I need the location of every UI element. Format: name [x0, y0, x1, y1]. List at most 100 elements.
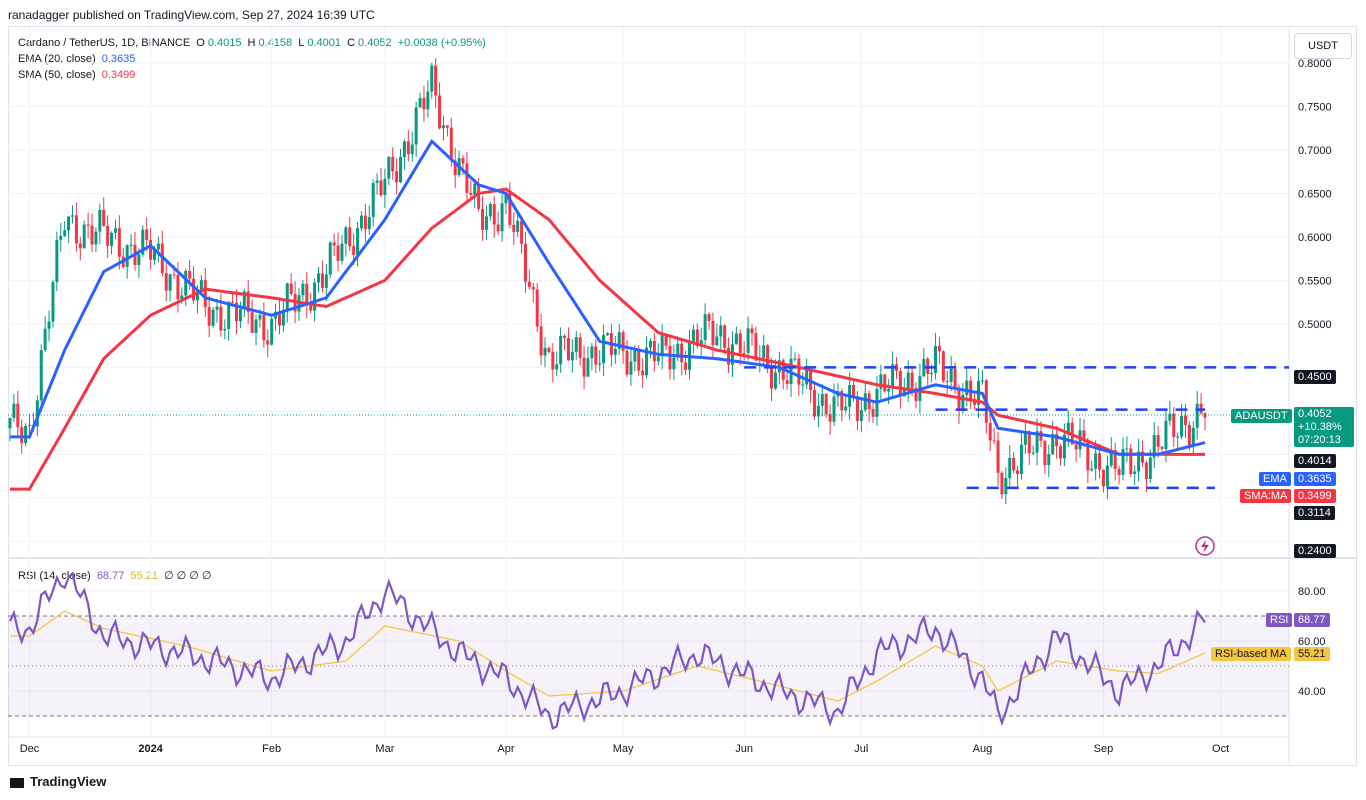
level-tag-0311: 0.3114 — [1294, 506, 1335, 520]
candle — [820, 383, 824, 417]
candle — [707, 312, 711, 331]
candle-body — [242, 291, 246, 309]
candle-body — [656, 356, 660, 362]
candle — [980, 369, 984, 385]
candle-body — [106, 225, 110, 246]
candle-body — [652, 341, 656, 362]
candle-body — [523, 243, 527, 282]
close-value: 0.4052 — [358, 37, 392, 49]
candle — [527, 269, 531, 290]
candle — [547, 346, 551, 354]
rsi-axis-tick: 80.00 — [1298, 586, 1326, 598]
candle — [223, 319, 227, 340]
time-axis-tick: Sep — [1094, 743, 1114, 755]
candle — [297, 288, 301, 321]
ema-legend[interactable]: EMA (20, close) 0.3635 — [18, 53, 138, 65]
candle — [801, 372, 805, 395]
symbol-price-tag: ADAUSDT — [1231, 409, 1292, 423]
candle — [82, 220, 86, 249]
candle-body — [719, 325, 723, 337]
rsi-legend[interactable]: RSI (14, close) 68.77 55.21 ∅ ∅ ∅ ∅ — [18, 569, 215, 582]
candle — [215, 299, 219, 323]
candle — [86, 212, 90, 239]
candle-body — [812, 389, 816, 417]
candle-body — [39, 349, 43, 401]
candle-body — [516, 220, 520, 232]
candle-body — [356, 228, 360, 255]
candle — [110, 231, 114, 255]
candle — [824, 393, 828, 418]
price-axis-tick: 0.6000 — [1298, 232, 1332, 244]
candle — [648, 338, 652, 359]
candle-body — [691, 329, 695, 342]
candle-body — [606, 332, 609, 335]
chart-frame — [8, 26, 1357, 766]
candle-body — [504, 192, 508, 204]
candle — [340, 235, 344, 265]
candle-body — [289, 283, 293, 295]
candle-body — [35, 400, 39, 427]
candle — [1101, 469, 1105, 493]
candle-body — [1156, 435, 1160, 447]
candle-body — [211, 309, 215, 326]
candle-body — [414, 107, 418, 145]
candle-body — [1074, 444, 1078, 450]
candle-body — [1000, 472, 1004, 495]
candle-body — [734, 333, 738, 345]
tradingview-logo[interactable]: TradingView — [10, 774, 106, 789]
candle-body — [641, 370, 645, 376]
candle-body — [996, 440, 1000, 473]
rsi-legend-value: 68.77 — [96, 570, 125, 582]
candle-body — [110, 232, 114, 246]
candle-body — [277, 311, 281, 326]
candle — [566, 327, 570, 361]
symbol-title[interactable]: Cardano / TetherUS, 1D, BINANCE — [18, 37, 191, 49]
candle-body — [539, 326, 543, 356]
candle — [723, 324, 727, 355]
candle — [1059, 443, 1063, 466]
price-axis-tick: 0.6500 — [1298, 188, 1332, 200]
candle — [742, 341, 746, 361]
candle-body — [746, 328, 750, 353]
candle-body — [824, 393, 828, 414]
candle-body — [578, 337, 582, 358]
candle-body — [1031, 452, 1035, 454]
candle-body — [172, 274, 176, 276]
candle — [1133, 465, 1137, 486]
candle — [1023, 421, 1027, 455]
candle-body — [707, 314, 711, 321]
candle-body — [387, 156, 391, 179]
candle-body — [648, 341, 652, 348]
candle — [703, 303, 707, 347]
candle-body — [559, 335, 563, 365]
candle-body — [207, 307, 211, 326]
candle — [543, 337, 547, 368]
candle — [1031, 445, 1035, 456]
candle — [387, 156, 391, 186]
candle — [606, 332, 609, 337]
rsi-ma-axis-label: RSI-based MA — [1211, 647, 1291, 661]
candle — [356, 221, 360, 267]
brand-name: TradingView — [30, 774, 107, 789]
candle-body — [645, 347, 649, 376]
candle — [1199, 393, 1203, 415]
candle-body — [941, 351, 945, 382]
candle — [531, 282, 535, 303]
time-axis-tick: Jul — [854, 743, 868, 755]
candle-body — [570, 352, 574, 361]
candle-body — [156, 243, 160, 250]
candle — [418, 92, 422, 108]
candle-body — [1043, 440, 1047, 466]
candle-body — [563, 335, 567, 339]
candle — [688, 329, 692, 380]
candle-body — [469, 192, 473, 195]
sma-legend[interactable]: SMA (50, close) 0.3499 — [18, 69, 138, 81]
candle-body — [879, 374, 883, 389]
candle — [160, 230, 164, 277]
candle — [602, 324, 606, 376]
candle — [1195, 390, 1199, 440]
currency-button[interactable]: USDT — [1294, 33, 1352, 59]
candle — [441, 115, 445, 141]
candle-body — [520, 220, 524, 244]
